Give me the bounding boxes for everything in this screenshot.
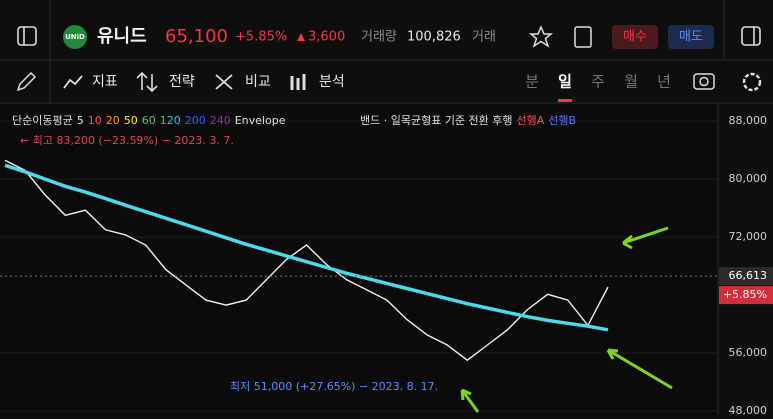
annotation-arrow — [606, 348, 673, 390]
stock-name: 유니드 — [97, 26, 147, 47]
period-tab[interactable]: 일 — [558, 73, 572, 91]
toolbar-item[interactable]: 분석 — [319, 74, 345, 90]
price-tag — [719, 267, 773, 286]
ma-label: 단순이동평균 — [12, 114, 73, 127]
toolbar-item[interactable]: 전략 — [169, 74, 195, 90]
plot — [0, 120, 718, 412]
annotation-arrow — [460, 388, 480, 413]
side-panel-toggle[interactable] — [741, 26, 761, 46]
ma-item: Envelope — [235, 114, 286, 127]
ma-item: 20 — [106, 114, 120, 127]
period-tab[interactable]: 년 — [657, 73, 671, 91]
camera-lens — [699, 76, 709, 87]
chart-area — [0, 104, 718, 415]
ma-item: 10 — [88, 114, 102, 127]
y-tick-label: 88,000 — [729, 114, 768, 127]
settings-icon[interactable] — [742, 72, 762, 92]
change-pct: +5.85% — [235, 30, 287, 45]
ma-item: 120 — [160, 114, 181, 127]
y-tick-label: 80,000 — [729, 172, 768, 185]
high-annotation: ← 최고 83,200 (−23.59%) − 2023. 3. 7. — [20, 134, 234, 147]
ma-legend: 단순이동평균 5 10 20 50 60 120 200 240 Envelope — [12, 114, 286, 127]
strategy-icon — [136, 71, 158, 93]
indicator-icon — [63, 75, 83, 89]
logo — [63, 25, 87, 49]
volume-label: 거래량 — [361, 30, 397, 45]
low-annotation: 최저 51,000 (+27.65%) − 2023. 8. 17. — [230, 380, 438, 393]
y-tick-label: 72,000 — [729, 230, 768, 243]
ma-item: 5 — [77, 114, 84, 127]
ichimoku-item: 밴드 · 일목균형표 기준 전환 후행 — [360, 113, 513, 127]
ma-item: 240 — [210, 114, 231, 127]
price-tag-change — [719, 286, 773, 305]
y-tick-label: 56,000 — [729, 346, 768, 359]
buy-text: 매수 — [623, 30, 647, 45]
ichimoku-item: 선행B — [548, 114, 576, 127]
compare-icon — [215, 74, 233, 90]
logo-text: UNiD — [65, 33, 85, 41]
change: 3,600 — [308, 30, 345, 45]
ichimoku-legend: 밴드 · 일목균형표 기준 전환 후행 선행A 선행B — [360, 113, 576, 127]
ma-item: 50 — [124, 114, 138, 127]
series-line — [4, 163, 609, 332]
active-underline — [558, 99, 572, 102]
toolbar-item[interactable]: 지표 — [92, 74, 118, 90]
y-tick-label: 48,000 — [729, 404, 768, 415]
period-tab[interactable]: 월 — [624, 73, 638, 91]
period-tab[interactable]: 주 — [591, 73, 605, 91]
price-tag-change-text: +5.85% — [723, 288, 767, 301]
ma-item: 60 — [142, 114, 156, 127]
price: 65,100 — [165, 26, 228, 47]
draw-icon[interactable] — [16, 71, 37, 92]
up-arrow — [297, 33, 305, 41]
amount-label: 거래 — [472, 30, 496, 45]
volume: 100,826 — [407, 30, 461, 45]
toolbar-item[interactable]: 비교 — [245, 74, 271, 90]
period-tab[interactable]: 분 — [525, 73, 539, 91]
ma-item: 200 — [185, 114, 206, 127]
price-tag-text: 66,613 — [729, 269, 768, 282]
memo-icon[interactable] — [574, 26, 592, 48]
sell-text: 매도 — [679, 30, 703, 45]
annotation-arrow — [622, 226, 669, 250]
camera-icon[interactable] — [693, 73, 715, 90]
series-line — [4, 159, 609, 362]
toolbar: 지표 전략 비교 분석 분 일 주 월 년 — [92, 73, 671, 102]
analysis-icon — [290, 74, 306, 90]
panel-toggle[interactable] — [17, 26, 37, 46]
ichimoku-item: 선행A — [517, 114, 545, 127]
favorite-icon[interactable] — [528, 25, 554, 48]
buy-button[interactable] — [612, 25, 658, 49]
sell-button[interactable] — [668, 25, 714, 49]
